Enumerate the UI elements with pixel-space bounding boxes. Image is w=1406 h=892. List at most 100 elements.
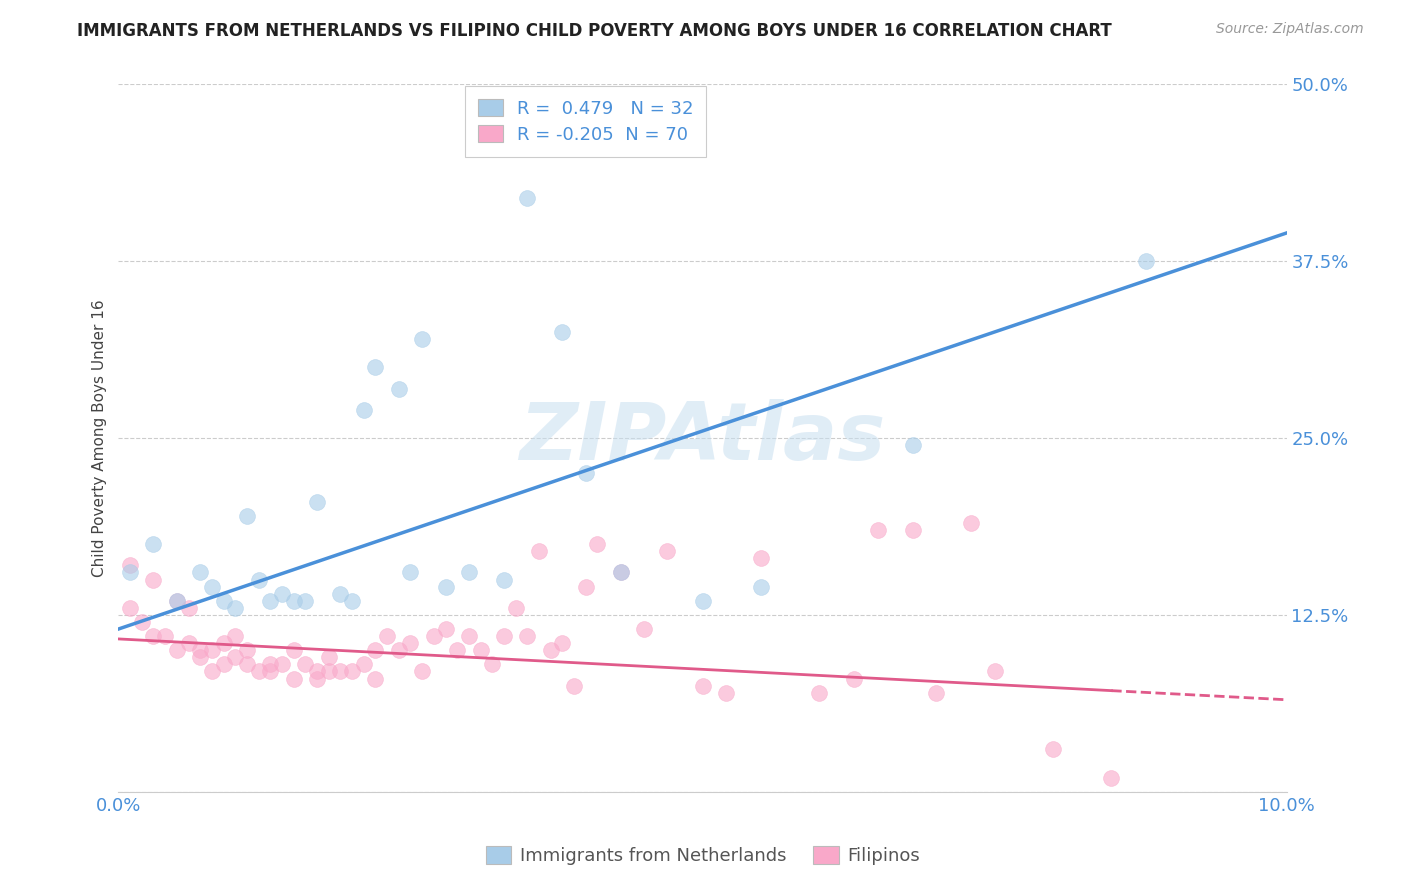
Point	[166, 643, 188, 657]
Point	[177, 600, 200, 615]
Point	[224, 650, 246, 665]
Point	[153, 629, 176, 643]
Point	[457, 629, 479, 643]
Point	[808, 686, 831, 700]
Point	[166, 593, 188, 607]
Point	[259, 657, 281, 672]
Point	[131, 615, 153, 629]
Point	[586, 537, 609, 551]
Y-axis label: Child Poverty Among Boys Under 16: Child Poverty Among Boys Under 16	[93, 299, 107, 577]
Point	[120, 600, 142, 615]
Point	[1099, 771, 1122, 785]
Point	[318, 650, 340, 665]
Point	[305, 665, 328, 679]
Point	[575, 580, 598, 594]
Point	[749, 580, 772, 594]
Point	[142, 573, 165, 587]
Point	[527, 544, 550, 558]
Point	[633, 622, 655, 636]
Point	[714, 686, 737, 700]
Point	[423, 629, 446, 643]
Point	[457, 566, 479, 580]
Point	[224, 600, 246, 615]
Point	[188, 643, 211, 657]
Point	[866, 523, 889, 537]
Point	[177, 636, 200, 650]
Point	[212, 636, 235, 650]
Point	[283, 643, 305, 657]
Point	[353, 657, 375, 672]
Point	[375, 629, 398, 643]
Point	[294, 593, 316, 607]
Point	[749, 551, 772, 566]
Point	[411, 332, 433, 346]
Point	[364, 360, 387, 375]
Point	[540, 643, 562, 657]
Point	[236, 508, 259, 523]
Point	[399, 636, 422, 650]
Point	[271, 657, 294, 672]
Point	[562, 679, 585, 693]
Point	[212, 593, 235, 607]
Point	[247, 573, 270, 587]
Point	[120, 566, 142, 580]
Point	[329, 587, 352, 601]
Point	[201, 665, 224, 679]
Point	[329, 665, 352, 679]
Point	[1135, 254, 1157, 268]
Point	[434, 580, 457, 594]
Point	[516, 191, 538, 205]
Point	[551, 325, 574, 339]
Point	[340, 593, 363, 607]
Point	[388, 382, 411, 396]
Legend: R =  0.479   N = 32, R = -0.205  N = 70: R = 0.479 N = 32, R = -0.205 N = 70	[465, 87, 706, 156]
Point	[481, 657, 503, 672]
Point	[283, 672, 305, 686]
Point	[188, 566, 211, 580]
Point	[551, 636, 574, 650]
Point	[901, 523, 924, 537]
Point	[399, 566, 422, 580]
Point	[305, 672, 328, 686]
Point	[1042, 742, 1064, 756]
Point	[901, 438, 924, 452]
Point	[294, 657, 316, 672]
Point	[364, 672, 387, 686]
Point	[236, 657, 259, 672]
Point	[434, 622, 457, 636]
Point	[492, 573, 515, 587]
Point	[166, 593, 188, 607]
Point	[492, 629, 515, 643]
Point	[505, 600, 527, 615]
Point	[609, 566, 631, 580]
Point	[305, 494, 328, 508]
Point	[844, 672, 866, 686]
Point	[353, 402, 375, 417]
Point	[609, 566, 631, 580]
Text: IMMIGRANTS FROM NETHERLANDS VS FILIPINO CHILD POVERTY AMONG BOYS UNDER 16 CORREL: IMMIGRANTS FROM NETHERLANDS VS FILIPINO …	[77, 22, 1112, 40]
Text: ZIPAtlas: ZIPAtlas	[519, 399, 886, 477]
Point	[925, 686, 948, 700]
Point	[516, 629, 538, 643]
Text: Source: ZipAtlas.com: Source: ZipAtlas.com	[1216, 22, 1364, 37]
Point	[983, 665, 1005, 679]
Point	[960, 516, 983, 530]
Point	[224, 629, 246, 643]
Point	[236, 643, 259, 657]
Point	[201, 580, 224, 594]
Point	[120, 558, 142, 573]
Point	[446, 643, 468, 657]
Point	[470, 643, 492, 657]
Legend: Immigrants from Netherlands, Filipinos: Immigrants from Netherlands, Filipinos	[478, 839, 928, 872]
Point	[692, 679, 714, 693]
Point	[340, 665, 363, 679]
Point	[411, 665, 433, 679]
Point	[364, 643, 387, 657]
Point	[259, 665, 281, 679]
Point	[388, 643, 411, 657]
Point	[247, 665, 270, 679]
Point	[575, 467, 598, 481]
Point	[318, 665, 340, 679]
Point	[201, 643, 224, 657]
Point	[212, 657, 235, 672]
